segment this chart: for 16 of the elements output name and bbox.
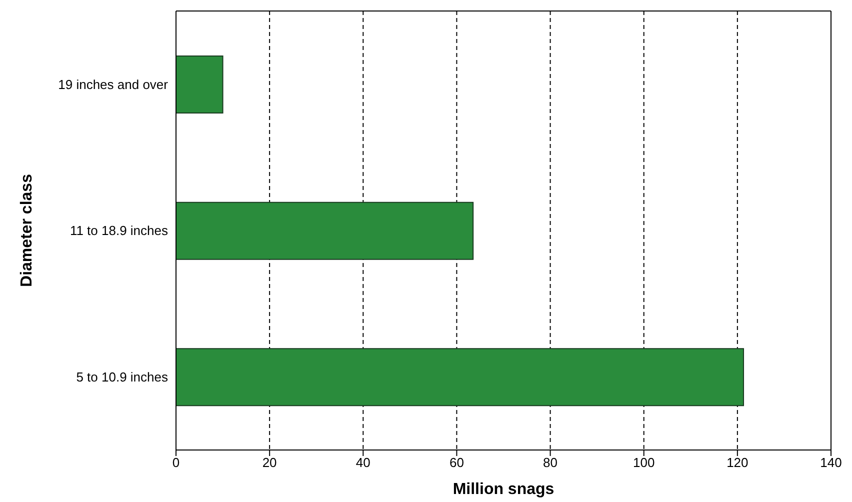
y-tick-label: 11 to 18.9 inches [70, 223, 168, 238]
x-axis-title: Million snags [452, 481, 554, 498]
x-tick-label: 100 [633, 455, 655, 470]
x-tick-label: 60 [449, 455, 464, 470]
bar [176, 348, 744, 406]
bar [176, 202, 474, 260]
x-tick-label: 120 [726, 455, 748, 470]
y-tick-label: 5 to 10.9 inches [76, 369, 168, 384]
y-axis-title: Diameter class [18, 174, 36, 287]
bar [176, 56, 224, 114]
x-tick-label: 40 [356, 455, 370, 470]
y-tick-label: 19 inches and over [58, 76, 169, 92]
x-tick-label: 140 [820, 455, 842, 470]
x-tick-label: 20 [262, 455, 277, 470]
x-tick-label: 0 [172, 455, 180, 470]
x-tick-label: 80 [543, 455, 558, 470]
